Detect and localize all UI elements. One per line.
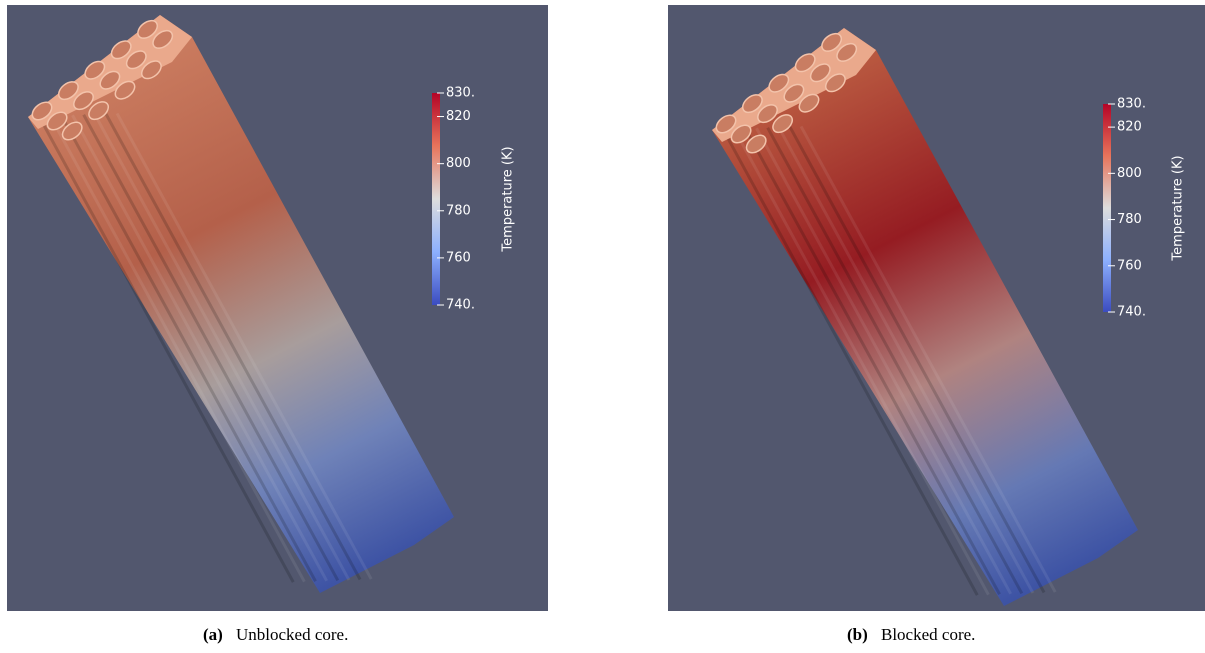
colorbar-tick-label: 780 xyxy=(446,203,471,218)
colorbar-tick-label: 800 xyxy=(446,156,471,171)
colorbar-tick-label: 740. xyxy=(446,298,475,313)
channel-edge xyxy=(788,126,1046,594)
core-body xyxy=(28,15,454,593)
coolant-channel xyxy=(772,114,794,134)
coolant-channel xyxy=(110,40,132,60)
coolant-channel xyxy=(745,134,767,154)
channel-edge xyxy=(71,114,328,582)
coolant-channel xyxy=(125,50,147,70)
coolant-channel xyxy=(57,81,79,101)
channel-edge xyxy=(755,127,1012,595)
core-render xyxy=(28,15,454,593)
core-render xyxy=(712,28,1138,606)
colorbar-title: Temperature (K) xyxy=(1171,155,1186,261)
channel-edge xyxy=(721,128,979,596)
coolant-channel xyxy=(798,93,820,113)
colorbar-title: Temperature (K) xyxy=(501,146,516,252)
colorbar-tick-label: 820 xyxy=(446,109,471,124)
coolant-channel xyxy=(88,101,110,121)
coolant-channel xyxy=(741,94,763,114)
coolant-channel xyxy=(73,91,94,111)
colorbar-tick-label: 740. xyxy=(1117,305,1146,320)
caption: Unblocked core. xyxy=(236,625,348,644)
channel-edge xyxy=(48,115,306,583)
colorbar xyxy=(1103,104,1111,312)
coolant-channel xyxy=(46,111,68,131)
coolant-channel xyxy=(31,101,53,121)
colorbar xyxy=(432,93,440,305)
coolant-channel xyxy=(824,73,846,93)
channel-edge xyxy=(777,126,1035,594)
channel-edge xyxy=(799,125,1057,593)
caption: Blocked core. xyxy=(881,625,975,644)
colorbar-tick-label: 780 xyxy=(1117,212,1142,227)
coolant-channel xyxy=(114,80,136,100)
coolant-channel xyxy=(757,104,778,124)
core-body xyxy=(712,28,1138,606)
coolant-channel xyxy=(84,60,106,80)
subfigure-label: (b) xyxy=(847,625,868,644)
coolant-channel xyxy=(783,83,805,103)
coolant-channel xyxy=(809,63,831,83)
channel-edge xyxy=(115,112,373,580)
coolant-channel xyxy=(140,60,162,80)
coolant-channel xyxy=(715,114,737,134)
channel-edge xyxy=(37,115,295,583)
coolant-channel xyxy=(730,124,752,144)
coolant-channel xyxy=(794,53,816,73)
coolant-channel xyxy=(61,121,83,141)
colorbar-tick-label: 800 xyxy=(1117,166,1142,181)
coolant-channel xyxy=(152,29,174,49)
colorbar-tick-label: 760 xyxy=(1117,258,1142,273)
channel-edge xyxy=(93,113,351,581)
channel-edge xyxy=(732,128,990,596)
coolant-channel xyxy=(137,19,159,39)
channel-edge xyxy=(766,127,1024,595)
colorbar-tick-label: 820 xyxy=(1117,120,1142,135)
captions: (a) Unblocked core. (b) Blocked core. xyxy=(203,625,975,644)
colorbar-tick-label: 830. xyxy=(446,86,475,101)
colorbar-tick-label: 830. xyxy=(1117,97,1146,112)
subfigure-label: (a) xyxy=(203,625,223,644)
coolant-channel xyxy=(821,32,843,52)
channel-edge xyxy=(104,113,362,581)
channel-edge xyxy=(60,114,317,582)
channel-edge xyxy=(744,127,1001,595)
coolant-channel xyxy=(836,42,858,62)
coolant-channel xyxy=(99,70,121,90)
channel-edge xyxy=(82,114,340,582)
colorbar-tick-label: 760 xyxy=(446,250,471,265)
coolant-channel xyxy=(768,73,790,93)
